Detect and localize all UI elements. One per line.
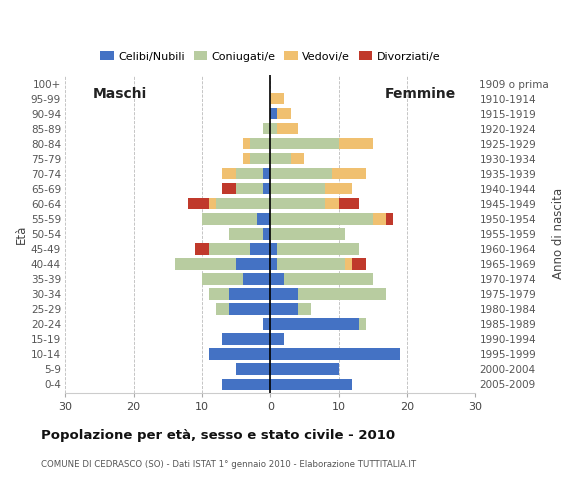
Bar: [373, 213, 386, 225]
Bar: [236, 258, 270, 270]
Bar: [263, 123, 270, 134]
Text: Popolazione per età, sesso e stato civile - 2010: Popolazione per età, sesso e stato civil…: [41, 429, 395, 442]
Bar: [263, 318, 270, 330]
Text: Femmine: Femmine: [385, 87, 456, 101]
Bar: [202, 273, 243, 285]
Bar: [270, 303, 298, 315]
Bar: [325, 183, 352, 194]
Bar: [270, 363, 339, 375]
Bar: [222, 379, 270, 390]
Bar: [256, 213, 270, 225]
Bar: [270, 183, 325, 194]
Y-axis label: Anno di nascita: Anno di nascita: [552, 188, 565, 279]
Bar: [270, 243, 277, 254]
Bar: [270, 228, 346, 240]
Bar: [195, 243, 209, 254]
Bar: [243, 153, 250, 165]
Bar: [263, 183, 270, 194]
Bar: [339, 198, 359, 209]
Bar: [277, 243, 359, 254]
Bar: [325, 198, 339, 209]
Bar: [243, 273, 270, 285]
Bar: [263, 168, 270, 180]
Bar: [270, 93, 284, 104]
Bar: [270, 288, 298, 300]
Text: COMUNE DI CEDRASCO (SO) - Dati ISTAT 1° gennaio 2010 - Elaborazione TUTTITALIA.I: COMUNE DI CEDRASCO (SO) - Dati ISTAT 1° …: [41, 459, 416, 468]
Bar: [222, 168, 236, 180]
Bar: [243, 138, 250, 149]
Bar: [250, 138, 270, 149]
Bar: [346, 258, 352, 270]
Bar: [250, 153, 270, 165]
Bar: [277, 258, 346, 270]
Bar: [386, 213, 393, 225]
Legend: Celibi/Nubili, Coniugati/e, Vedovi/e, Divorziati/e: Celibi/Nubili, Coniugati/e, Vedovi/e, Di…: [96, 47, 445, 66]
Bar: [216, 303, 229, 315]
Bar: [229, 228, 263, 240]
Bar: [209, 198, 216, 209]
Bar: [277, 108, 291, 120]
Bar: [216, 198, 270, 209]
Bar: [284, 273, 373, 285]
Bar: [236, 183, 263, 194]
Bar: [270, 168, 332, 180]
Bar: [229, 288, 270, 300]
Bar: [175, 258, 236, 270]
Bar: [298, 303, 311, 315]
Bar: [236, 168, 263, 180]
Bar: [209, 288, 229, 300]
Bar: [270, 273, 284, 285]
Bar: [270, 348, 400, 360]
Text: Maschi: Maschi: [93, 87, 147, 101]
Bar: [202, 213, 256, 225]
Bar: [209, 348, 270, 360]
Bar: [250, 243, 270, 254]
Bar: [222, 183, 236, 194]
Bar: [277, 123, 298, 134]
Bar: [291, 153, 304, 165]
Bar: [270, 379, 352, 390]
Bar: [188, 198, 209, 209]
Bar: [209, 243, 250, 254]
Bar: [236, 363, 270, 375]
Bar: [352, 258, 366, 270]
Bar: [298, 288, 386, 300]
Bar: [270, 334, 284, 345]
Bar: [263, 228, 270, 240]
Bar: [222, 334, 270, 345]
Bar: [270, 108, 277, 120]
Bar: [270, 258, 277, 270]
Bar: [270, 318, 359, 330]
Bar: [270, 123, 277, 134]
Y-axis label: Età: Età: [15, 224, 28, 243]
Bar: [359, 318, 366, 330]
Bar: [270, 138, 339, 149]
Bar: [229, 303, 270, 315]
Bar: [270, 213, 373, 225]
Bar: [332, 168, 366, 180]
Bar: [270, 153, 291, 165]
Bar: [270, 198, 325, 209]
Bar: [339, 138, 373, 149]
